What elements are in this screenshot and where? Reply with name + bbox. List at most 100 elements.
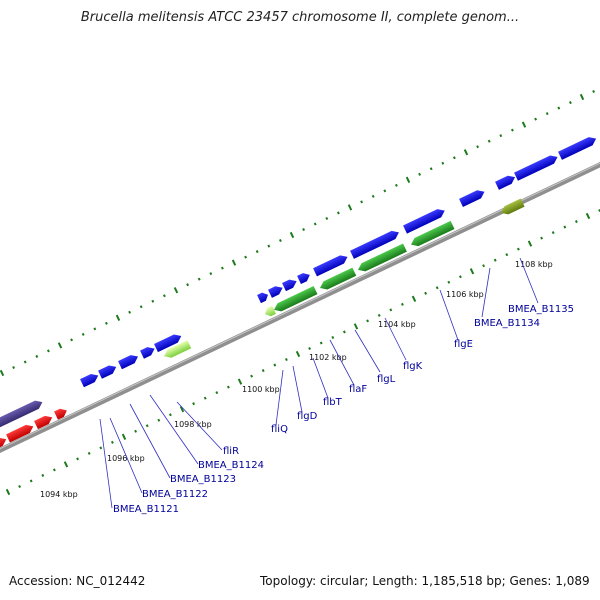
minor-tick bbox=[261, 369, 265, 373]
major-tick bbox=[411, 295, 417, 302]
gene-label[interactable]: BMEA_B1135 bbox=[508, 304, 574, 315]
gene-label[interactable]: BMEA_B1134 bbox=[474, 318, 540, 329]
cds-forward[interactable] bbox=[403, 207, 447, 234]
minor-tick bbox=[29, 479, 33, 483]
minor-tick bbox=[250, 374, 254, 378]
cds-forward[interactable] bbox=[80, 371, 100, 388]
cds-highlight[interactable] bbox=[272, 286, 318, 314]
cds-reverse[interactable] bbox=[54, 406, 69, 420]
minor-tick bbox=[70, 338, 74, 342]
gene-label[interactable]: BMEA_B1121 bbox=[113, 504, 179, 515]
minor-tick bbox=[452, 156, 456, 160]
minor-tick bbox=[424, 291, 428, 295]
kbp-label: 1104 kbp bbox=[378, 320, 416, 329]
cds-reverse[interactable] bbox=[34, 413, 54, 430]
minor-tick bbox=[244, 255, 248, 259]
cds-forward[interactable] bbox=[140, 345, 157, 359]
minor-tick bbox=[18, 484, 22, 488]
minor-tick bbox=[366, 319, 370, 323]
gene-label[interactable]: BMEA_B1122 bbox=[142, 489, 208, 500]
cds-forward[interactable] bbox=[257, 291, 270, 304]
minor-tick bbox=[499, 134, 503, 138]
inner-tick-marks bbox=[5, 208, 600, 496]
minor-tick bbox=[313, 222, 317, 226]
minor-tick bbox=[99, 446, 103, 450]
gene-label[interactable]: flgL bbox=[377, 374, 396, 385]
major-tick bbox=[0, 369, 5, 377]
minor-tick bbox=[563, 225, 567, 229]
major-tick bbox=[121, 433, 127, 440]
cds-olive[interactable] bbox=[499, 198, 525, 216]
rna-feature[interactable] bbox=[0, 398, 44, 432]
minor-tick bbox=[157, 418, 161, 422]
cds-forward[interactable] bbox=[118, 352, 140, 370]
cds-forward[interactable] bbox=[98, 363, 118, 379]
major-tick bbox=[115, 314, 121, 321]
major-tick bbox=[289, 231, 295, 239]
minor-tick bbox=[35, 354, 39, 358]
minor-tick bbox=[267, 244, 271, 248]
minor-tick bbox=[377, 313, 381, 317]
minor-tick bbox=[87, 451, 91, 455]
major-tick bbox=[353, 323, 359, 330]
cds-forward[interactable] bbox=[495, 173, 517, 190]
minor-tick bbox=[197, 277, 201, 281]
cds-reverse[interactable] bbox=[0, 435, 8, 452]
gene-labels: BMEA_B1121 BMEA_B1122 BMEA_B1123 BMEA_B1… bbox=[113, 304, 574, 515]
cds-forward[interactable] bbox=[282, 277, 299, 292]
cds-forward[interactable] bbox=[350, 228, 401, 259]
cds-forward[interactable] bbox=[297, 271, 312, 285]
minor-tick bbox=[342, 330, 346, 334]
major-tick bbox=[405, 176, 411, 183]
minor-tick bbox=[493, 258, 497, 262]
major-tick bbox=[469, 268, 475, 275]
minor-tick bbox=[284, 358, 288, 362]
cds-forward[interactable] bbox=[154, 332, 183, 353]
major-tick bbox=[295, 350, 301, 358]
major-tick bbox=[57, 342, 63, 349]
gene-label[interactable]: BMEA_B1124 bbox=[198, 460, 264, 471]
reverse-features bbox=[0, 198, 525, 452]
cds-forward[interactable] bbox=[514, 153, 559, 181]
cds-highlight[interactable] bbox=[318, 267, 357, 292]
cds-reverse[interactable] bbox=[6, 422, 35, 443]
minor-tick bbox=[482, 264, 486, 268]
minor-tick bbox=[52, 468, 56, 472]
minor-tick bbox=[441, 161, 445, 165]
gene-label[interactable]: flgD bbox=[297, 411, 318, 422]
gene-label[interactable]: fliQ bbox=[271, 424, 288, 435]
cds-forward[interactable] bbox=[268, 284, 285, 298]
gene-label[interactable]: flaF bbox=[349, 384, 367, 395]
minor-tick bbox=[151, 299, 155, 303]
cds-highlight-light[interactable] bbox=[263, 305, 276, 318]
gene-label[interactable]: BMEA_B1123 bbox=[170, 474, 236, 485]
minor-tick bbox=[192, 402, 196, 406]
kbp-label: 1102 kbp bbox=[309, 353, 347, 362]
major-tick bbox=[179, 406, 185, 413]
minor-tick bbox=[319, 341, 323, 345]
gene-label[interactable]: flgE bbox=[454, 339, 473, 350]
cds-highlight-light[interactable] bbox=[162, 340, 192, 360]
minor-tick bbox=[476, 145, 480, 149]
gene-label[interactable]: flbT bbox=[323, 397, 343, 408]
minor-tick bbox=[41, 473, 45, 477]
kbp-label: 1106 kbp bbox=[446, 290, 484, 299]
major-tick bbox=[347, 204, 353, 211]
cds-highlight[interactable] bbox=[356, 243, 407, 273]
gene-label[interactable]: flgK bbox=[403, 361, 423, 372]
minor-tick bbox=[516, 247, 520, 251]
minor-tick bbox=[220, 266, 224, 270]
cds-highlight[interactable] bbox=[409, 220, 455, 249]
outer-tick-marks bbox=[0, 89, 596, 377]
minor-tick bbox=[81, 332, 85, 336]
minor-tick bbox=[139, 305, 143, 309]
major-tick bbox=[173, 287, 179, 294]
minor-tick bbox=[418, 172, 422, 176]
cds-forward[interactable] bbox=[558, 135, 598, 160]
minor-tick bbox=[545, 112, 549, 116]
cds-forward[interactable] bbox=[313, 253, 349, 277]
cds-forward[interactable] bbox=[459, 188, 486, 207]
minor-tick bbox=[487, 139, 491, 143]
gene-label[interactable]: fliR bbox=[223, 446, 239, 457]
